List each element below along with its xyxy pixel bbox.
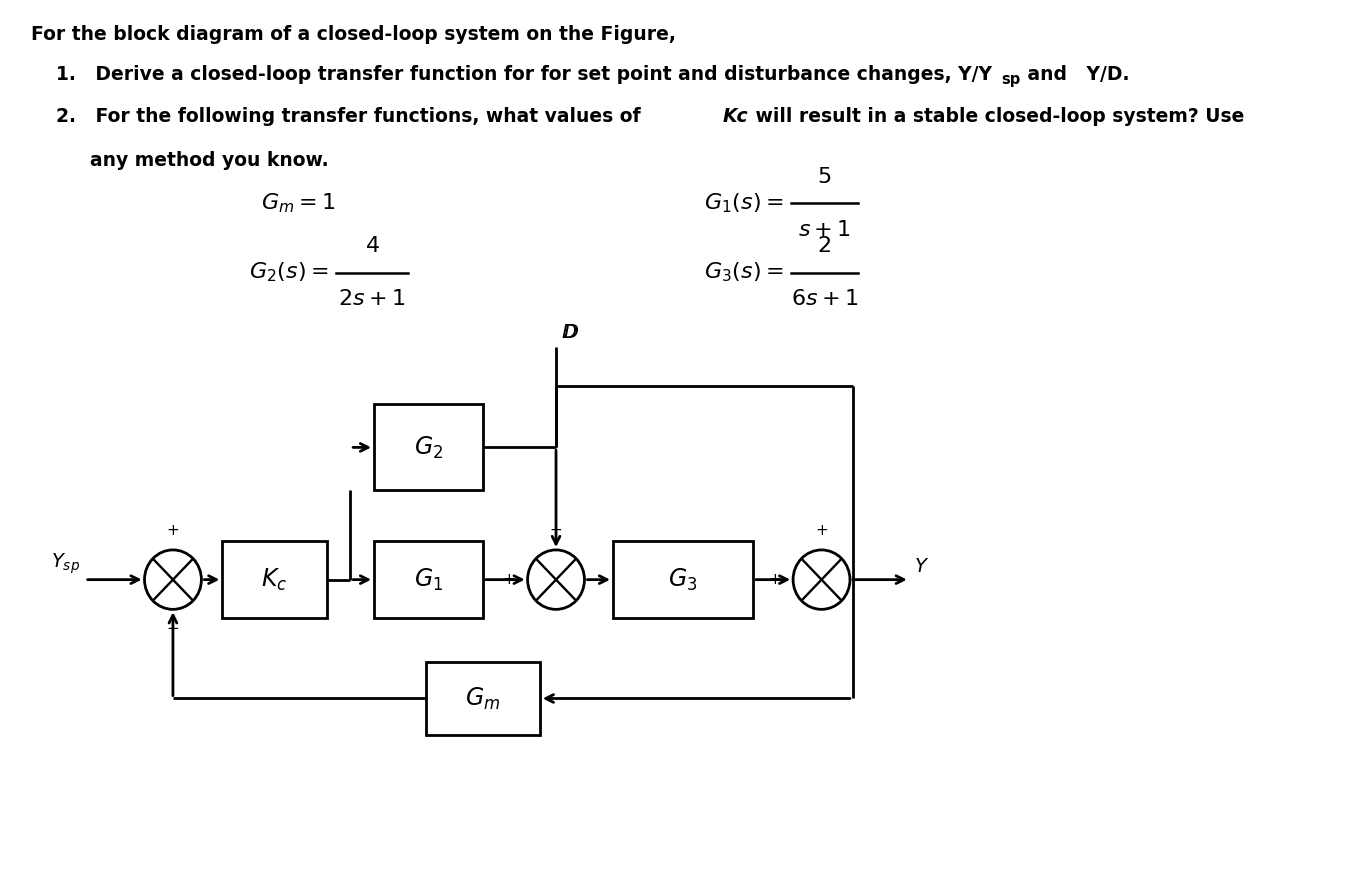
Text: For the block diagram of a closed-loop system on the Figure,: For the block diagram of a closed-loop s… xyxy=(31,25,676,44)
Bar xyxy=(222,541,327,618)
Circle shape xyxy=(528,550,584,610)
Text: $G_2(s) =$: $G_2(s) =$ xyxy=(249,261,328,285)
Text: 2.   For the following transfer functions, what values of: 2. For the following transfer functions,… xyxy=(57,107,647,126)
Text: sp: sp xyxy=(1001,72,1020,87)
Circle shape xyxy=(144,550,202,610)
Text: any method you know.: any method you know. xyxy=(89,151,328,170)
Text: $G_2$: $G_2$ xyxy=(415,434,443,461)
Text: $4$: $4$ xyxy=(365,236,380,256)
Text: $G_3$: $G_3$ xyxy=(669,567,697,593)
Bar xyxy=(427,662,540,735)
Text: +: + xyxy=(769,572,781,587)
Text: $2$: $2$ xyxy=(817,236,832,256)
Text: +: + xyxy=(167,523,179,538)
Text: Kc: Kc xyxy=(723,107,748,126)
Circle shape xyxy=(793,550,849,610)
Text: $5$: $5$ xyxy=(817,166,832,187)
Text: $Y$: $Y$ xyxy=(914,556,930,576)
Bar xyxy=(374,405,483,491)
Text: $Y_{sp}$: $Y_{sp}$ xyxy=(51,551,79,576)
Text: $D$: $D$ xyxy=(561,323,577,342)
Text: $G_m = 1$: $G_m = 1$ xyxy=(261,192,335,215)
Text: +: + xyxy=(816,523,828,538)
Text: $s + 1$: $s + 1$ xyxy=(798,220,851,240)
Text: $G_1(s) =$: $G_1(s) =$ xyxy=(704,192,783,215)
Text: −: − xyxy=(167,621,179,636)
Text: +: + xyxy=(502,572,516,587)
Text: 1.   Derive a closed-loop transfer function for for set point and disturbance ch: 1. Derive a closed-loop transfer functio… xyxy=(57,65,992,83)
Bar xyxy=(612,541,754,618)
Bar xyxy=(374,541,483,618)
Text: $K_c$: $K_c$ xyxy=(261,567,288,593)
Text: $D$: $D$ xyxy=(563,323,579,342)
Text: +: + xyxy=(549,523,563,538)
Text: $G_1$: $G_1$ xyxy=(415,567,443,593)
Text: $G_3(s) =$: $G_3(s) =$ xyxy=(704,261,783,285)
Text: and   Y/D.: and Y/D. xyxy=(1020,65,1129,83)
Text: $6s + 1$: $6s + 1$ xyxy=(791,289,857,309)
Text: $2s + 1$: $2s + 1$ xyxy=(338,289,405,309)
Text: will result in a stable closed-loop system? Use: will result in a stable closed-loop syst… xyxy=(750,107,1245,126)
Text: $G_m$: $G_m$ xyxy=(466,685,501,711)
